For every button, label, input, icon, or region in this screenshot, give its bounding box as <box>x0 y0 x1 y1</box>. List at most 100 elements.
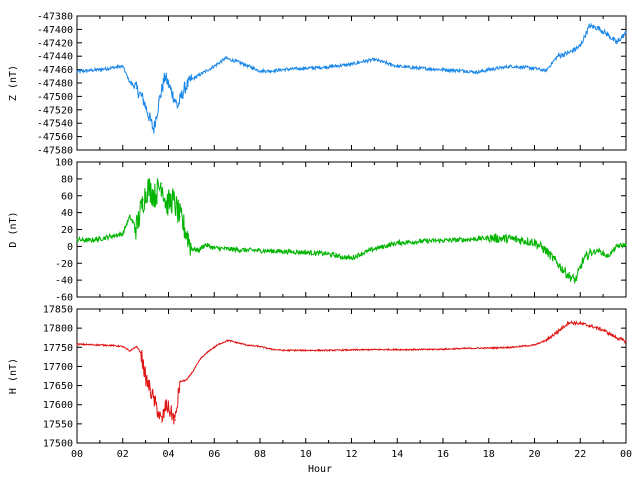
x-tick-label: 08 <box>254 449 266 460</box>
d-data-point <box>204 244 206 246</box>
h-data-point <box>186 379 188 381</box>
z-data-point <box>419 67 421 69</box>
h-data-point <box>179 381 181 383</box>
d-data-point <box>147 186 149 188</box>
d-y-tick-label: 60 <box>61 191 73 202</box>
x-tick-label: 14 <box>391 449 403 460</box>
d-data-point <box>110 235 112 237</box>
chart-panels: -47380 -47400 -47420 -47440 -47460 -47480 -475… <box>8 12 632 461</box>
z-panel: -47380 -47400 -47420 -47440 -47460 -47480 -475… <box>8 12 627 157</box>
h-y-tick-label: 17550 <box>43 419 73 430</box>
h-data-point <box>579 322 581 325</box>
d-y-tick-label: -20 <box>55 259 73 270</box>
d-data-point <box>179 216 181 218</box>
d-data-point <box>236 249 238 251</box>
h-data-point <box>305 349 307 351</box>
d-data-point <box>511 238 513 240</box>
d-data-point <box>161 182 163 184</box>
z-data-point <box>607 34 609 36</box>
h-data-point <box>545 339 547 341</box>
z-data-point <box>122 65 124 67</box>
h-data-point <box>156 407 158 410</box>
d-data-point <box>339 255 341 258</box>
d-data-point <box>129 216 131 218</box>
h-y-axis-label: H (nT) <box>8 358 19 394</box>
x-tick-label: 04 <box>162 449 174 460</box>
z-data-point <box>568 52 570 54</box>
d-data-point <box>135 227 138 229</box>
d-y-tick-label: 100 <box>55 158 73 169</box>
h-data-point <box>259 345 261 348</box>
z-data-point <box>147 112 149 114</box>
x-tick-label: 02 <box>117 449 129 460</box>
d-data-point <box>122 233 124 235</box>
h-data-point <box>145 377 147 379</box>
d-data-point <box>190 247 192 249</box>
h-y-tick-label: 17800 <box>43 324 73 335</box>
h-series-line <box>76 320 627 425</box>
h-y-tick-label: 17850 <box>43 305 73 316</box>
x-tick-label: 06 <box>208 449 220 460</box>
z-data-point <box>373 58 375 61</box>
d-data-point <box>305 251 307 253</box>
x-tick-label: 12 <box>345 449 357 460</box>
z-y-tick-label: -47540 <box>37 119 73 130</box>
x-tick-label: 10 <box>300 449 312 460</box>
z-data-point <box>99 69 101 71</box>
h-data-point <box>556 331 558 333</box>
h-y-tick-label: 17500 <box>43 439 73 450</box>
d-data-point <box>362 252 364 254</box>
z-data-point <box>164 75 166 77</box>
h-data-point <box>511 346 513 348</box>
d-data-point <box>165 203 167 205</box>
z-y-tick-label: -47480 <box>37 79 73 90</box>
z-data-point <box>236 60 238 63</box>
z-y-tick-label: -47400 <box>37 25 73 36</box>
h-data-point <box>419 348 421 351</box>
d-data-point <box>533 241 536 243</box>
d-data-point <box>213 247 215 249</box>
d-series-line <box>76 177 627 284</box>
z-plot-frame <box>76 15 627 151</box>
z-data-point <box>270 70 273 72</box>
x-tick-label: 20 <box>528 449 540 460</box>
z-y-tick-label: -47500 <box>37 92 73 103</box>
h-data-point <box>174 419 176 421</box>
d-plot-frame <box>76 161 627 298</box>
z-y-tick-label: -47580 <box>37 146 73 157</box>
x-tick-label: 22 <box>574 449 586 460</box>
h-data-point <box>76 343 78 345</box>
d-data-point <box>328 253 330 255</box>
z-data-point <box>396 65 398 67</box>
x-axis-label: Hour <box>308 464 332 475</box>
z-data-point <box>259 70 261 72</box>
h-data-point <box>218 343 220 345</box>
d-data-point <box>87 239 90 242</box>
h-data-point <box>282 349 284 351</box>
h-data-point <box>161 421 163 423</box>
z-data-point <box>556 55 558 57</box>
z-data-point <box>533 67 536 69</box>
d-data-point <box>616 245 618 247</box>
d-y-tick-label: 80 <box>61 174 73 185</box>
z-data-point <box>616 42 618 44</box>
d-data-point <box>396 242 398 244</box>
z-data-point <box>225 57 227 59</box>
h-data-point <box>129 350 131 352</box>
z-data-point <box>476 71 478 73</box>
h-data-point <box>625 340 627 343</box>
z-data-point <box>76 71 78 73</box>
h-data-point <box>99 344 101 346</box>
d-data-point <box>488 237 490 239</box>
h-data-point <box>465 347 467 350</box>
z-y-tick-label: -47460 <box>37 65 73 76</box>
h-data-point <box>87 344 90 346</box>
d-y-axis-label: D (nT) <box>8 211 19 247</box>
x-tick-label: 16 <box>437 449 449 460</box>
h-data-point <box>442 348 444 350</box>
z-y-axis-label: Z (nT) <box>8 65 19 101</box>
d-data-point <box>197 249 199 252</box>
d-data-point <box>625 244 627 246</box>
z-data-point <box>282 69 284 71</box>
d-y-tick-label: -60 <box>55 293 73 304</box>
